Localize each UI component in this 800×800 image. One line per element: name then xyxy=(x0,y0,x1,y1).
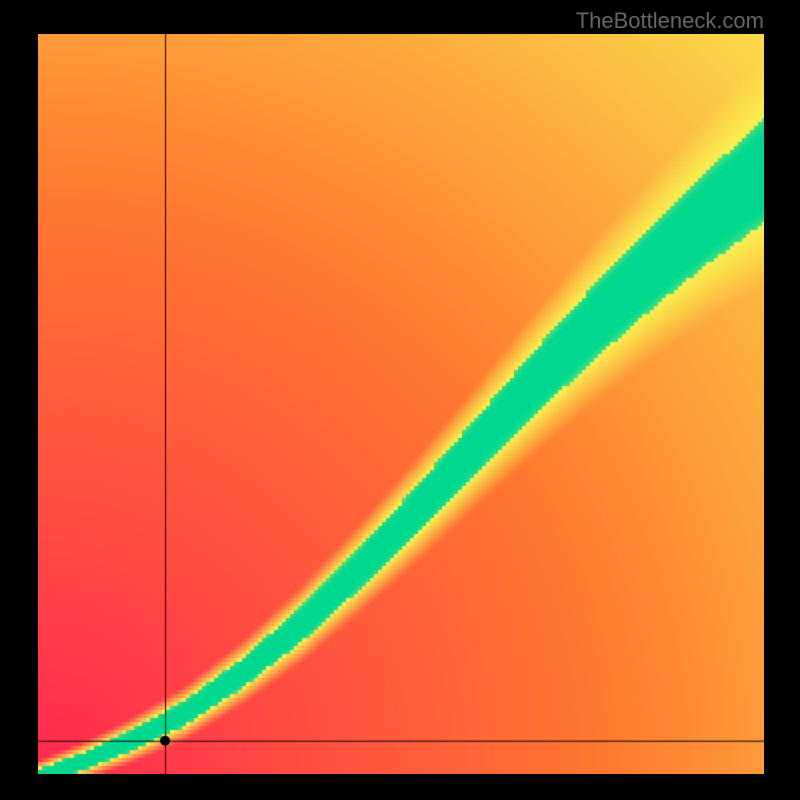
watermark-text: TheBottleneck.com xyxy=(576,8,764,34)
crosshair-overlay xyxy=(38,34,764,774)
chart-container: TheBottleneck.com xyxy=(0,0,800,800)
